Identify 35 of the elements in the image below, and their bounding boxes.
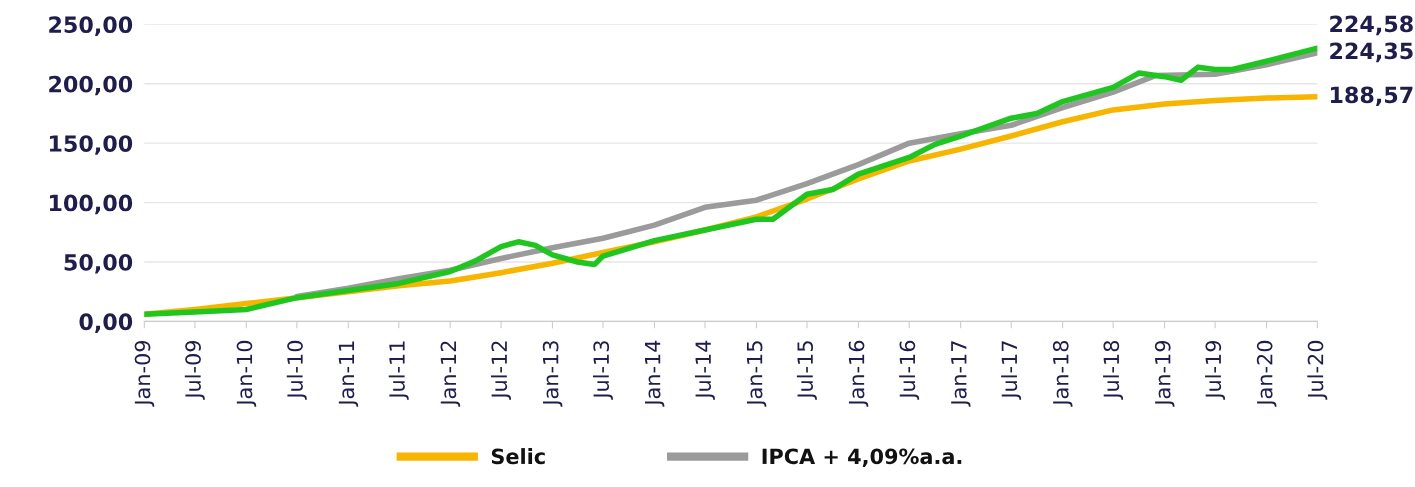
x-tick-label: Jul-09 — [184, 340, 205, 400]
legend-label: Selic — [491, 448, 545, 465]
x-tick-label: Jul-14 — [694, 340, 715, 400]
y-tick-label: 200,00 — [49, 75, 133, 96]
x-tick-label: Jan-15 — [746, 341, 767, 407]
x-tick-label: Jan-09 — [134, 340, 155, 407]
x-tick-label: Jul-12 — [490, 341, 511, 400]
x-tick-label: Jul-20 — [1307, 340, 1328, 400]
legend-label: IPCA + 4,09%a.a. — [762, 448, 962, 467]
x-tick-label: Jan-12 — [440, 341, 461, 407]
annotation: 188,57 — [1330, 86, 1413, 107]
x-tick-label: Jan-10 — [236, 340, 257, 407]
x-tick-label: Jan-13 — [542, 341, 563, 407]
x-tick-label: Jul-19 — [1205, 340, 1226, 400]
x-tick-label: Jan-18 — [1052, 340, 1073, 407]
x-tick-label: Jan-14 — [645, 340, 665, 407]
y-tick-label: 250,00 — [49, 16, 133, 36]
x-tick-label: Jul-10 — [286, 340, 307, 400]
annotation: 224,35 — [1330, 42, 1413, 63]
x-tick-label: Jul-16 — [899, 340, 920, 400]
x-tick-label: Jul-17 — [1001, 341, 1022, 400]
y-tick-label: 100,00 — [49, 194, 133, 215]
y-tick-label: 50,00 — [64, 253, 133, 274]
x-tick-label: Jul-15 — [796, 341, 817, 400]
x-tick-label: Jan-17 — [951, 341, 971, 407]
y-tick-label: 0,00 — [79, 313, 133, 334]
x-tick-label: Jul-13 — [592, 341, 613, 400]
x-tick-label: Jan-11 — [338, 341, 359, 407]
annotation: 224,58 — [1330, 15, 1413, 36]
y-tick-label: 150,00 — [49, 135, 133, 155]
x-tick-label: Jan-20 — [1256, 340, 1277, 407]
x-tick-label: Jul-11 — [388, 341, 409, 400]
x-tick-label: Jul-18 — [1103, 340, 1124, 400]
x-tick-label: Jan-16 — [848, 340, 869, 407]
x-tick-label: Jan-19 — [1154, 340, 1175, 407]
